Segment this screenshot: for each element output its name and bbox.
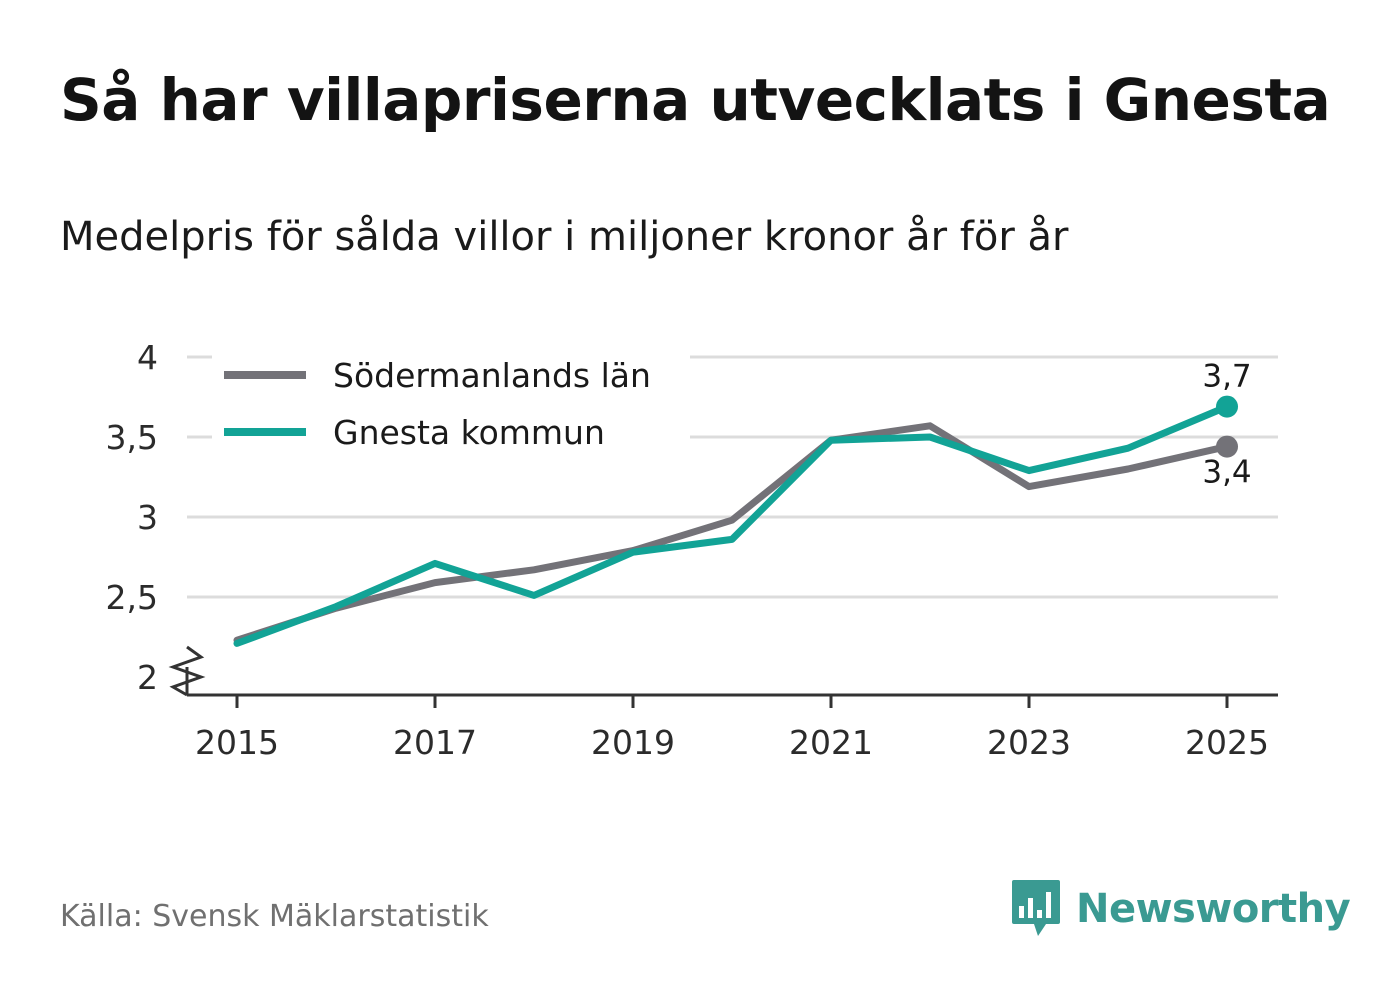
logo-bar-4 [1046,892,1051,918]
legend-label-gnesta: Gnesta kommun [333,413,605,452]
end-label-1: 3,7 [1202,359,1251,395]
x-tick-label: 2021 [789,723,873,762]
x-tick-label: 2023 [987,723,1071,762]
y-tick-label: 2 [137,658,158,697]
x-tick-label: 2017 [393,723,477,762]
x-tick-label: 2025 [1185,723,1269,762]
series-line-0 [233,422,1231,644]
axes: 2 2,5 3 3,5 4 2015 2017 2019 2021 2023 2025 [106,338,1278,762]
x-tick-label: 2019 [591,723,675,762]
legend-background [212,348,690,454]
y-tick-label: 3 [137,498,158,537]
legend-label-sodermanland: Södermanlands län [333,356,651,395]
end-labels: 3,4 3,7 [1202,359,1251,491]
logo-bar-3 [1037,910,1042,918]
series-end-dot-1 [1216,395,1238,418]
source-note: Källa: Svensk Mäklarstatistik [60,899,489,934]
logo-bar-1 [1019,906,1024,918]
newsworthy-logo: Newsworthy [1010,878,1351,940]
series-lines [233,395,1238,647]
x-tick-label: 2015 [195,723,279,762]
series-line-1 [233,403,1231,647]
y-tick-label: 2,5 [106,578,158,617]
bar-chart-speech-bubble-icon [1012,880,1060,936]
y-tick-label: 4 [137,338,158,377]
end-label-0: 3,4 [1202,455,1251,491]
legend: Södermanlands län Gnesta kommun [212,348,690,454]
series-end-dot-0 [1216,435,1238,458]
chart-subtitle: Medelpris för sålda villor i miljoner kr… [60,214,1069,260]
logo-bar-2 [1028,898,1033,918]
brand-name: Newsworthy [1076,886,1351,932]
y-tick-label: 3,5 [106,418,158,457]
axis-break-icon [168,645,206,697]
chart-title: Så har villapriserna utvecklats i Gnesta [60,66,1331,134]
